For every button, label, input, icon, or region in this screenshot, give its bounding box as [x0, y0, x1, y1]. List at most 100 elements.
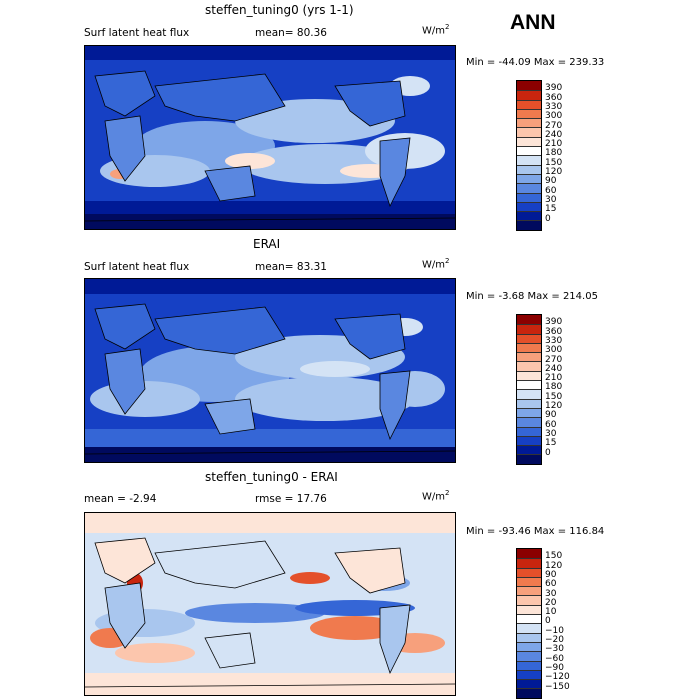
colorbar-swatch — [517, 595, 541, 605]
colorbar-tick-label: 90 — [545, 410, 557, 421]
panel-1-variable: Surf latent heat flux — [84, 27, 190, 39]
colorbar-tick-label: 330 — [545, 335, 563, 346]
colorbar-swatch — [517, 417, 541, 427]
panel-1-minmax: Min = -44.09 Max = 239.33 — [466, 57, 605, 68]
colorbar-tick-label: −150 — [545, 681, 570, 692]
colorbar-swatch — [517, 660, 541, 670]
colorbar-swatch — [517, 426, 541, 436]
colorbar-tick-label: −20 — [545, 635, 564, 645]
panel-3-title: steffen_tuning0 - ERAI — [205, 470, 338, 484]
colorbar-tick-label: −120 — [545, 672, 570, 683]
colorbar-tick-label: 15 — [545, 438, 557, 449]
panel-3-minmax: Min = -93.46 Max = 116.84 — [466, 526, 605, 537]
colorbar-tick-label: 0 — [545, 213, 551, 224]
colorbar-tick-label: 20 — [545, 597, 557, 608]
colorbar-swatch — [517, 324, 541, 334]
colorbar-swatch — [517, 558, 541, 568]
colorbar-tick-label: 30 — [545, 428, 557, 439]
colorbar-swatch — [517, 586, 541, 596]
colorbar-swatch — [517, 333, 541, 343]
colorbar-tick-label: 150 — [545, 157, 563, 168]
colorbar-tick-label: 240 — [545, 129, 563, 140]
colorbar-swatch — [517, 398, 541, 408]
colorbar-tick-label: 210 — [545, 373, 563, 384]
colorbar-tick-label: −90 — [545, 662, 564, 673]
colorbar-tick-label: −10 — [545, 625, 564, 636]
colorbar-swatch — [517, 454, 541, 464]
colorbar-tick-label: 300 — [545, 111, 563, 122]
colorbar-swatch — [517, 632, 541, 642]
colorbar-swatch — [517, 183, 541, 193]
colorbar-tick-label: −30 — [545, 644, 564, 655]
colorbar-swatch — [517, 614, 541, 624]
colorbar-tick-label: 390 — [545, 83, 563, 94]
colorbar-tick-label: 240 — [545, 363, 563, 374]
colorbar-swatch — [517, 108, 541, 119]
colorbar-swatch — [517, 435, 541, 446]
colorbar-tick-label: 270 — [545, 120, 563, 131]
colorbar-tick-label: 120 — [545, 560, 563, 571]
panel-3-rmse: rmse = 17.76 — [255, 493, 327, 505]
colorbar-swatch — [517, 407, 541, 418]
colorbar-tick-label: 60 — [545, 579, 557, 590]
colorbar-tick-label: 120 — [545, 167, 563, 177]
panel-1-colorbar — [516, 80, 542, 231]
colorbar-tick-label: 180 — [545, 148, 563, 159]
colorbar-tick-label: 15 — [545, 204, 557, 215]
colorbar-swatch — [517, 623, 541, 633]
colorbar-swatch — [517, 549, 541, 559]
colorbar-tick-label: 60 — [545, 419, 557, 430]
panel-1-title: steffen_tuning0 (yrs 1-1) — [205, 3, 354, 17]
colorbar-swatch — [517, 688, 541, 698]
colorbar-swatch — [517, 679, 541, 689]
colorbar-tick-label: 270 — [545, 354, 563, 365]
colorbar-swatch — [517, 173, 541, 184]
colorbar-swatch — [517, 604, 541, 615]
panel-2-map — [84, 278, 456, 463]
panel-2-mean: mean= 83.31 — [255, 261, 327, 273]
panel-1-map — [84, 45, 456, 230]
colorbar-swatch — [517, 370, 541, 381]
colorbar-swatch — [517, 361, 541, 371]
colorbar-tick-label: 90 — [545, 569, 557, 580]
colorbar-swatch — [517, 90, 541, 100]
colorbar-swatch — [517, 315, 541, 325]
panel-3-map-field — [85, 513, 455, 695]
panel-3-units: W/m2 — [422, 489, 450, 503]
colorbar-tick-label: 180 — [545, 382, 563, 393]
panel-2-colorbar — [516, 314, 542, 465]
colorbar-tick-label: 330 — [545, 101, 563, 112]
colorbar-swatch — [517, 445, 541, 455]
panel-2-title: ERAI — [253, 237, 281, 251]
panel-3-mean: mean = -2.94 — [84, 493, 157, 505]
colorbar-swatch — [517, 136, 541, 147]
colorbar-swatch — [517, 352, 541, 362]
colorbar-tick-label: 300 — [545, 345, 563, 356]
colorbar-swatch — [517, 201, 541, 212]
colorbar-tick-label: 150 — [545, 551, 563, 562]
panel-2-minmax: Min = -3.68 Max = 214.05 — [466, 291, 598, 302]
colorbar-tick-label: 90 — [545, 176, 557, 187]
panel-2-variable: Surf latent heat flux — [84, 261, 190, 273]
colorbar-swatch — [517, 651, 541, 661]
colorbar-tick-label: −60 — [545, 653, 564, 664]
colorbar-tick-label: 30 — [545, 194, 557, 205]
colorbar-swatch — [517, 380, 541, 390]
panel-1-units: W/m2 — [422, 23, 450, 37]
colorbar-tick-label: 120 — [545, 401, 563, 411]
season-label: ANN — [510, 11, 556, 34]
colorbar-swatch — [517, 164, 541, 174]
colorbar-swatch — [517, 389, 541, 399]
colorbar-swatch — [517, 342, 541, 353]
colorbar-tick-label: 360 — [545, 326, 563, 337]
panel-1-mean: mean= 80.36 — [255, 27, 327, 39]
colorbar-swatch — [517, 220, 541, 230]
colorbar-tick-label: 150 — [545, 391, 563, 402]
panel-1-map-field — [85, 46, 455, 229]
colorbar-tick-label: 0 — [545, 447, 551, 458]
colorbar-tick-label: 10 — [545, 607, 557, 618]
colorbar-swatch — [517, 118, 541, 128]
colorbar-tick-label: 360 — [545, 92, 563, 103]
colorbar-tick-label: 60 — [545, 185, 557, 196]
colorbar-swatch — [517, 192, 541, 202]
